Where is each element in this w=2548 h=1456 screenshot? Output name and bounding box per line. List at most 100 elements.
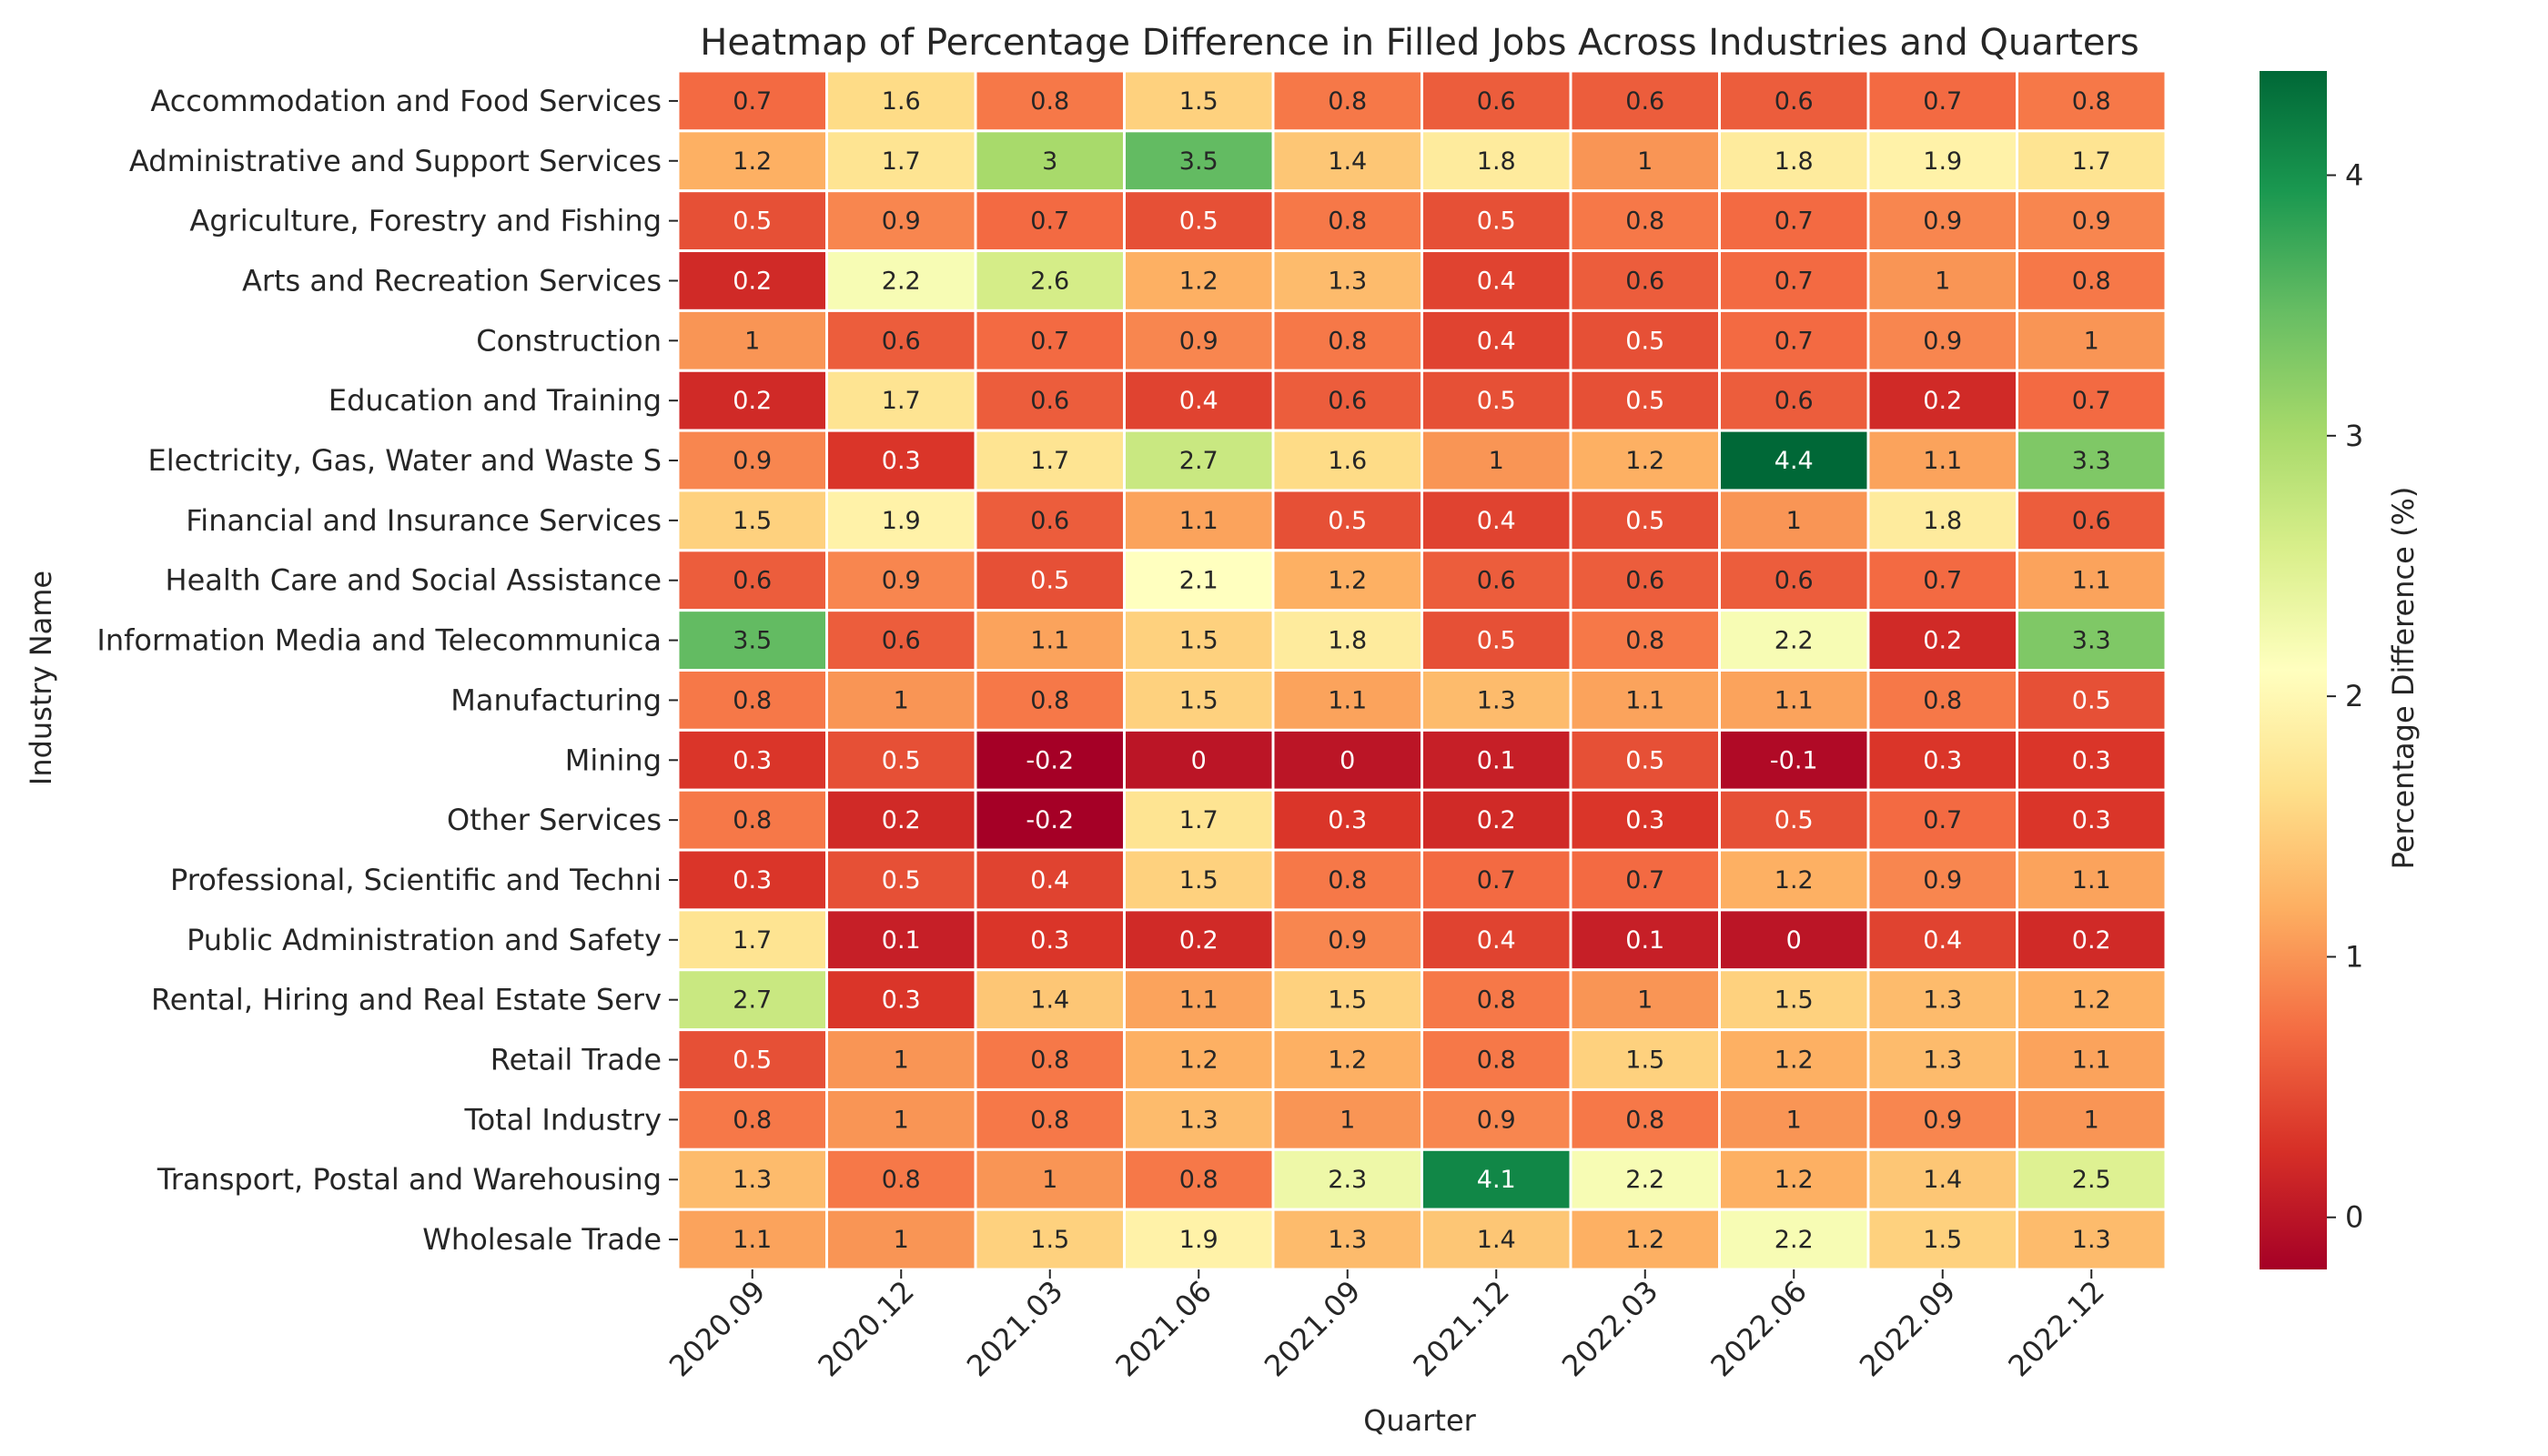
cell-value-label: 1 <box>1786 1106 1802 1134</box>
colorbar: 0 1 2 3 4 <box>2260 71 2363 1269</box>
cell-value-label: 1.9 <box>1179 1226 1218 1254</box>
heatmap-cell <box>825 669 977 732</box>
heatmap-cell <box>676 1208 828 1271</box>
cell-value-label: 0.5 <box>733 207 772 236</box>
heatmap-cell <box>2016 728 2168 792</box>
cell-value-label: 0.8 <box>1030 87 1069 116</box>
cell-value-label: 1.7 <box>733 926 772 955</box>
cell-value-label: 1 <box>1935 267 1950 295</box>
x-tick-label: 2022.12 <box>2001 1274 2110 1383</box>
heatmap-cell <box>1569 788 1721 852</box>
cell-value-label: 3.5 <box>733 627 772 655</box>
cell-value-label: 1.3 <box>1477 686 1516 714</box>
cell-value-label: 1.3 <box>1179 1106 1218 1134</box>
heatmap-cell <box>1421 1087 1572 1151</box>
heatmap-cell <box>1866 429 2018 492</box>
cell-value-label: 1.1 <box>733 1226 772 1254</box>
colorbar-tick-label: 3 <box>2345 419 2363 453</box>
cell-value-label: 3.3 <box>2072 627 2111 655</box>
cell-value-label: 2.2 <box>1774 1226 1814 1254</box>
heatmap-cell <box>974 189 1126 253</box>
heatmap-cell <box>1866 549 2018 612</box>
cell-value-label: 0.9 <box>1923 327 1962 355</box>
cell-value-label: 1.2 <box>733 147 772 176</box>
heatmap-cell <box>825 549 977 612</box>
heatmap-cell <box>1271 489 1423 552</box>
heatmap-cell <box>1718 1087 1870 1151</box>
cell-value-label: 2.5 <box>2072 1166 2111 1194</box>
cell-value-label: 0.6 <box>882 627 921 655</box>
heatmap-cell <box>825 908 977 972</box>
heatmap-cell <box>825 189 977 253</box>
cell-value-label: 0.6 <box>1625 567 1664 595</box>
y-axis-label: Industry Name <box>24 571 58 785</box>
cell-value-label: 1.8 <box>1774 147 1814 176</box>
cell-value-label: 0.7 <box>1477 866 1516 895</box>
cell-value-label: 1.2 <box>1328 1046 1367 1075</box>
cell-value-label: 1 <box>1786 507 1802 535</box>
heatmap-cell <box>676 249 828 312</box>
cell-value-label: 0.7 <box>1625 866 1664 895</box>
heatmap-cell <box>974 369 1126 432</box>
heatmap-cell <box>1123 429 1275 492</box>
cell-value-label: 0.8 <box>1625 1106 1664 1134</box>
cell-value-label: 0.9 <box>733 447 772 475</box>
cell-value-label: 0.5 <box>1328 507 1367 535</box>
cell-value-label: -0.2 <box>1026 746 1074 774</box>
cell-value-label: 0.6 <box>1328 387 1367 415</box>
cell-value-label: 0.8 <box>1923 686 1962 714</box>
cell-value-label: 0.8 <box>2072 267 2111 295</box>
heatmap-cell <box>1569 489 1721 552</box>
x-tick-label: 2022.03 <box>1555 1274 1664 1383</box>
heatmap-cell <box>1569 129 1721 193</box>
cell-value-label: 0.1 <box>1477 746 1516 774</box>
cell-value-label: 1.6 <box>1328 447 1367 475</box>
cell-value-label: 0.6 <box>733 567 772 595</box>
cell-value-label: 0.8 <box>733 1106 772 1134</box>
y-tick-label: Administrative and Support Services <box>129 144 662 178</box>
cell-value-label: 1.5 <box>1328 986 1367 1015</box>
cell-value-label: 1.1 <box>2072 567 2111 595</box>
heatmap-cell <box>974 908 1126 972</box>
heatmap-cell <box>1421 489 1572 552</box>
cell-value-label: 0.9 <box>1328 926 1367 955</box>
cell-value-label: 0.5 <box>1625 507 1664 535</box>
cell-value-label: 1.1 <box>2072 1046 2111 1075</box>
heatmap-cell <box>1866 1208 2018 1271</box>
heatmap-cell <box>2016 609 2168 672</box>
heatmap-cell <box>2016 669 2168 732</box>
cell-value-label: 2.3 <box>1328 1166 1367 1194</box>
cell-value-label: 0.5 <box>1625 746 1664 774</box>
heatmap-cell <box>1421 1028 1572 1091</box>
cell-value-label: 1 <box>894 686 909 714</box>
cell-value-label: 0.6 <box>1477 87 1516 116</box>
cell-value-label: 0.6 <box>882 327 921 355</box>
cell-value-label: 0.1 <box>1625 926 1664 955</box>
cell-value-label: 1.5 <box>1179 866 1218 895</box>
cell-value-label: 1.5 <box>1923 1226 1962 1254</box>
x-tick-label: 2021.03 <box>960 1274 1069 1383</box>
cell-value-label: 0.4 <box>1477 327 1516 355</box>
cell-value-label: 0.2 <box>733 267 772 295</box>
x-tick-label: 2021.06 <box>1108 1274 1218 1383</box>
cell-value-label: 1.3 <box>1328 1226 1367 1254</box>
x-axis-label: Quarter <box>1363 1403 1476 1438</box>
cell-value-label: 0.2 <box>733 387 772 415</box>
colorbar-label: Percentage Difference (%) <box>2386 487 2421 870</box>
cell-value-label: -0.2 <box>1026 806 1074 834</box>
cell-value-label: 0.5 <box>2072 686 2111 714</box>
heatmap-cell <box>825 788 977 852</box>
cell-value-label: 1.9 <box>882 507 921 535</box>
heatmap-cell <box>1421 249 1572 312</box>
heatmap-cell <box>1866 369 2018 432</box>
cell-value-label: 1 <box>1637 986 1653 1015</box>
cell-value-label: 1.5 <box>1179 627 1218 655</box>
heatmap-cell <box>974 489 1126 552</box>
heatmap-cell <box>974 1208 1126 1271</box>
x-tick-labels: 2020.09 2020.12 2021.03 2021.06 2021.09 2021.… <box>662 1269 2111 1383</box>
cell-value-label: 1.3 <box>733 1166 772 1194</box>
heatmap-cell <box>2016 429 2168 492</box>
cell-value-label: 0.9 <box>1923 866 1962 895</box>
y-tick-label: Accommodation and Food Services <box>150 84 662 118</box>
heatmap-cell <box>2016 308 2168 372</box>
